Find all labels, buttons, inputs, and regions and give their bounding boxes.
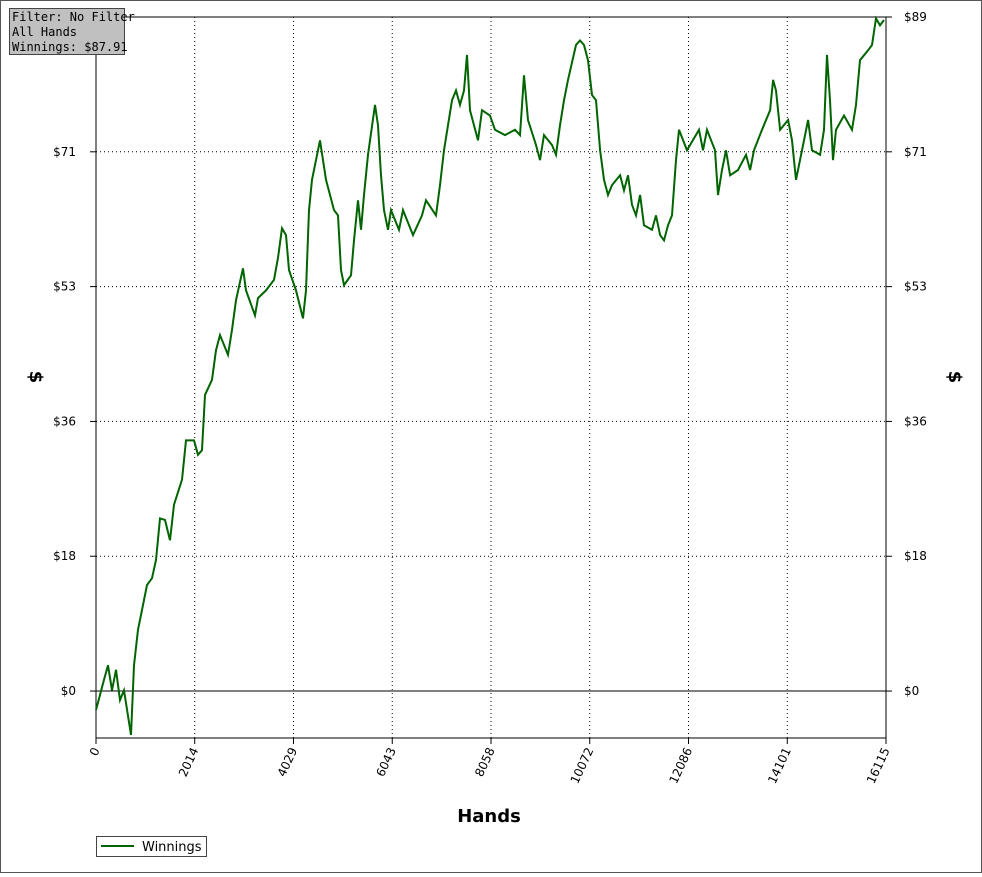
- info-box: Filter: No Filter All Hands Winnings: $8…: [9, 8, 135, 55]
- y-tick-label: $18: [53, 549, 76, 563]
- y2-tick-label: $0: [904, 684, 919, 698]
- plot-area: $0$0$18$18$36$36$53$53$71$71$89$89020144…: [53, 10, 927, 786]
- x-tick-label: 2014: [176, 745, 202, 779]
- x-tick-label: 10072: [568, 745, 597, 786]
- x-tick-label: 0: [87, 745, 103, 758]
- info-line: Winnings: $87.91: [12, 40, 128, 54]
- series-line: [95, 15, 885, 736]
- x-tick-label: 4029: [275, 745, 301, 779]
- legend-box: [96, 836, 207, 857]
- legend-label: Winnings: [142, 840, 202, 855]
- y-tick-label: $36: [53, 414, 76, 428]
- y2-tick-label: $53: [904, 280, 927, 294]
- y2-tick-label: $18: [904, 549, 927, 563]
- info-line: Filter: No Filter: [12, 10, 135, 24]
- y-axis-title: $: [25, 371, 46, 384]
- x-tick-label: 14101: [765, 745, 794, 786]
- x-tick-label: 12086: [666, 745, 695, 786]
- x-tick-label: 6043: [373, 745, 399, 779]
- legend: Winnings: [96, 836, 207, 857]
- y2-tick-label: $71: [904, 145, 927, 159]
- info-line: All Hands: [12, 25, 77, 39]
- y-tick-label: $53: [53, 280, 76, 294]
- x-tick-label: 16115: [864, 745, 893, 786]
- y-tick-label: $71: [53, 145, 76, 159]
- x-tick-label: 8058: [472, 745, 498, 779]
- y2-axis-title: $: [944, 371, 965, 384]
- y2-tick-label: $36: [904, 414, 927, 428]
- y-tick-label: $0: [61, 684, 76, 698]
- info-box-bg: [9, 8, 125, 55]
- x-axis-title: Hands: [457, 806, 521, 827]
- y2-tick-label: $89: [904, 10, 927, 24]
